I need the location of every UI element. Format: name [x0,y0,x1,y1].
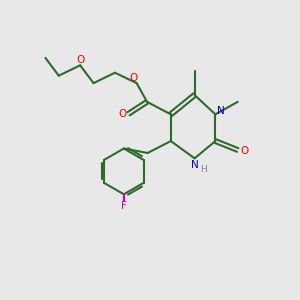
Text: O: O [240,146,248,157]
Text: F: F [121,201,127,211]
Text: H: H [200,165,207,174]
Text: N: N [218,106,225,116]
Text: O: O [76,55,84,65]
Text: O: O [118,109,126,119]
Text: O: O [129,73,137,83]
Text: N: N [191,160,199,170]
